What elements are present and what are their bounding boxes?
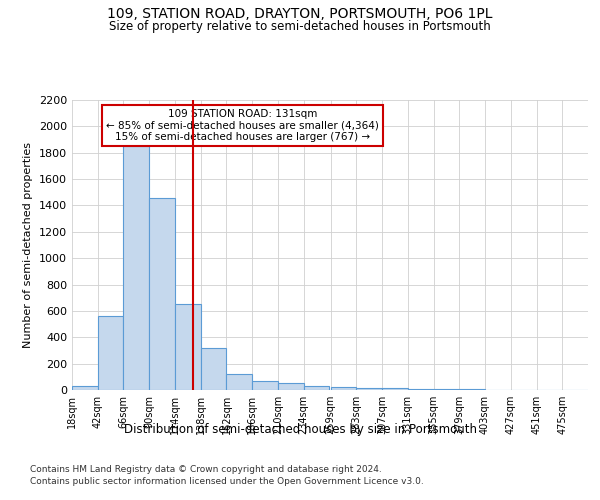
Bar	[408, 389, 434, 390]
Bar	[201, 348, 226, 390]
Bar	[304, 386, 329, 390]
Bar	[149, 198, 175, 390]
Bar	[124, 146, 149, 390]
Bar	[72, 386, 98, 390]
Text: Size of property relative to semi-detached houses in Portsmouth: Size of property relative to semi-detach…	[109, 20, 491, 33]
Bar	[252, 381, 278, 390]
Text: 109, STATION ROAD, DRAYTON, PORTSMOUTH, PO6 1PL: 109, STATION ROAD, DRAYTON, PORTSMOUTH, …	[107, 8, 493, 22]
Bar	[98, 316, 124, 390]
Bar	[278, 383, 304, 390]
Text: Distribution of semi-detached houses by size in Portsmouth: Distribution of semi-detached houses by …	[124, 422, 476, 436]
Y-axis label: Number of semi-detached properties: Number of semi-detached properties	[23, 142, 34, 348]
Bar	[175, 304, 201, 390]
Text: 109 STATION ROAD: 131sqm
← 85% of semi-detached houses are smaller (4,364)
15% o: 109 STATION ROAD: 131sqm ← 85% of semi-d…	[106, 108, 379, 142]
Text: Contains HM Land Registry data © Crown copyright and database right 2024.: Contains HM Land Registry data © Crown c…	[30, 465, 382, 474]
Text: Contains public sector information licensed under the Open Government Licence v3: Contains public sector information licen…	[30, 478, 424, 486]
Bar	[331, 388, 356, 390]
Bar	[226, 374, 252, 390]
Bar	[382, 388, 408, 390]
Bar	[356, 388, 382, 390]
